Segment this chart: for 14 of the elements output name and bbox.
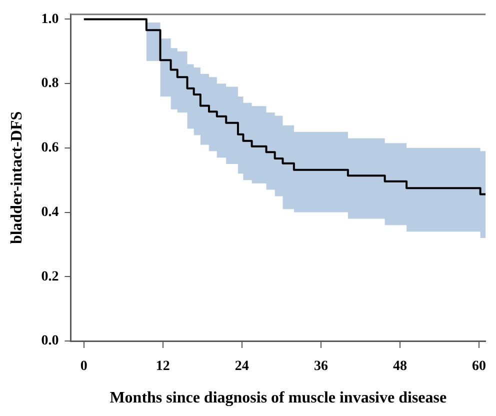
x-tick-label: 36 [314,359,328,374]
x-axis-title: Months since diagnosis of muscle invasive disease [110,390,447,407]
x-tick-label: 60 [472,359,486,374]
x-tick-label: 24 [234,359,249,374]
x-tick-label: 48 [392,359,407,374]
y-tick-label: 0.4 [41,204,59,220]
y-tick-label: 0.2 [41,269,59,284]
y-tick-label: 0.0 [41,334,59,349]
x-tick-label: 0 [80,359,88,374]
x-tick-label: 12 [156,359,170,374]
y-axis-title: bladder-intact-DFS [8,111,26,244]
y-tick-label: 0.6 [41,140,59,156]
y-tick-label: 0.8 [41,76,59,92]
y-tick-label: 1.0 [41,12,59,27]
